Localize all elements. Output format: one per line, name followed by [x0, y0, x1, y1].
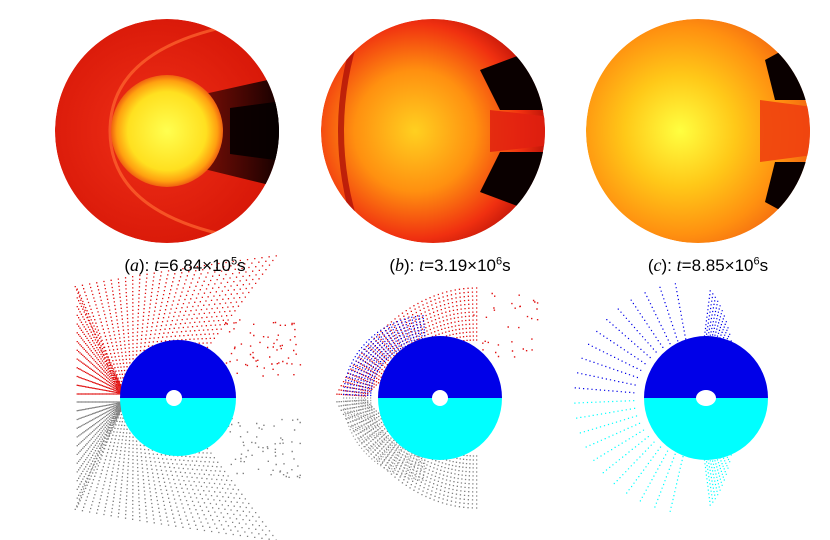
- density-map-c: [586, 19, 810, 243]
- caption-b-mantissa: 3.19: [434, 256, 468, 275]
- tail-particles-upper-a: [225, 319, 302, 379]
- caption-a-mantissa: 6.84: [169, 256, 203, 275]
- core-b-center-hole: [432, 390, 448, 406]
- tail-particles-upper-b: [470, 292, 539, 358]
- caption-c-letter: c: [653, 255, 662, 275]
- core-b-bound-upper: [378, 336, 502, 398]
- caption-b: (b): t=3.19×106s: [389, 255, 511, 275]
- caption-b-unit: s: [502, 256, 511, 275]
- density-map-a: [55, 19, 279, 243]
- caption-a-exponent: 5: [231, 255, 238, 268]
- caption-c-exponent: 6: [753, 255, 760, 268]
- tail-particles-lower-a: [225, 417, 301, 479]
- halo-particles-lower-b: [343, 397, 426, 481]
- particle-map-b: [336, 287, 539, 509]
- time-symbol: t: [676, 255, 682, 275]
- particle-map-a: [74, 255, 302, 540]
- caption-c-mantissa: 8.85: [691, 256, 725, 275]
- caption-a-letter: a: [130, 255, 140, 275]
- density-map-b: [321, 19, 545, 243]
- particle-map-c: [574, 283, 768, 512]
- core-c-bound-upper: [644, 336, 768, 398]
- core-a-bound-upper: [120, 340, 236, 398]
- caption-a-unit: s: [237, 256, 246, 275]
- core-c-bound-lower: [644, 398, 768, 460]
- caption-a: (a): t=6.84×105s: [124, 255, 246, 275]
- core-a-bound-lower: [120, 398, 236, 456]
- time-symbol: t: [419, 255, 425, 275]
- core-b-bound-lower: [378, 398, 502, 460]
- time-symbol: t: [154, 255, 160, 275]
- core-c-center-hole: [696, 390, 716, 406]
- core-a-center-hole: [166, 390, 182, 406]
- caption-c: (c): t=8.85×106s: [647, 255, 769, 275]
- caption-b-letter: b: [395, 255, 405, 275]
- caption-b-exponent: 6: [496, 255, 503, 268]
- caption-c-unit: s: [759, 256, 769, 275]
